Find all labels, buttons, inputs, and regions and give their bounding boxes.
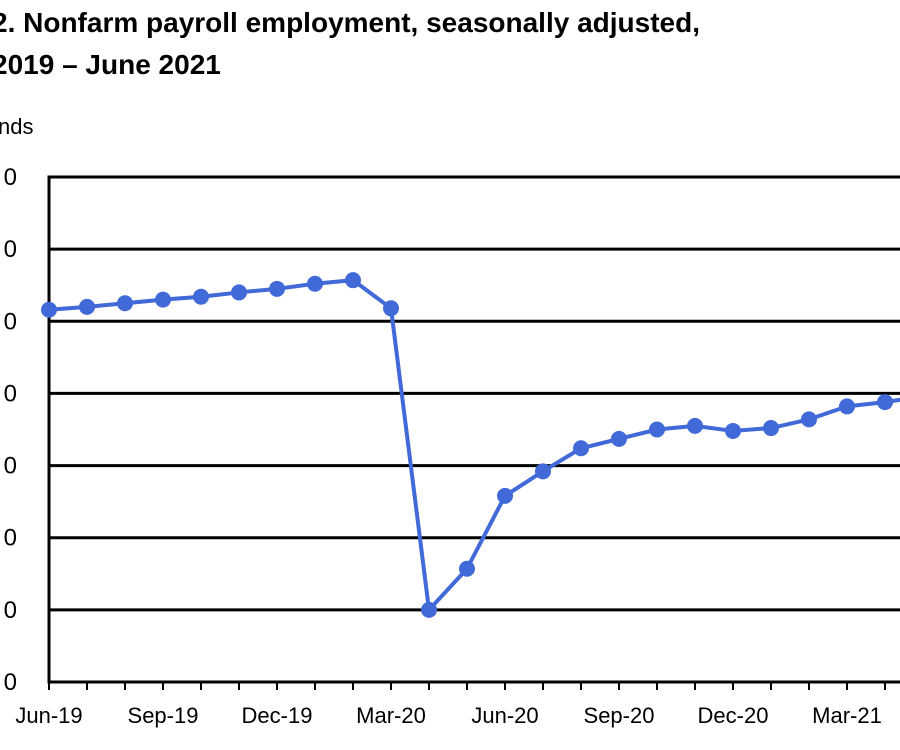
chart-title-line-2: 2019 – June 2021: [0, 49, 221, 80]
data-point: [155, 291, 171, 308]
y-tick-label: 0: [4, 597, 17, 624]
y-tick-label: 0: [4, 453, 17, 480]
x-tick-label: Mar-21: [812, 703, 882, 728]
x-tick-label: Dec-20: [698, 703, 769, 728]
data-point: [611, 430, 627, 447]
data-point: [801, 411, 817, 428]
data-point: [231, 284, 247, 301]
data-point: [763, 420, 779, 437]
data-point: [117, 295, 133, 312]
x-tick-label: Mar-20: [356, 703, 426, 728]
y-tick-label: 0: [4, 525, 17, 552]
data-point: [687, 417, 703, 434]
data-point: [649, 421, 665, 438]
data-point: [459, 560, 475, 577]
data-point: [535, 463, 551, 480]
x-tick-labels: Jun-19 Sep-19 Dec-19 Mar-20 Jun-20 Sep-20 Dec-…: [15, 703, 881, 728]
data-point: [193, 288, 209, 305]
x-tick-label: Sep-20: [584, 703, 655, 728]
x-tick-label: Sep-19: [128, 703, 199, 728]
data-point: [345, 272, 361, 289]
data-point: [497, 487, 513, 504]
series-group: [41, 272, 900, 618]
data-point: [269, 280, 285, 297]
gridlines: [47, 175, 900, 690]
data-point: [877, 394, 893, 411]
data-point: [725, 422, 741, 439]
data-point: [839, 398, 855, 415]
data-point: [383, 300, 399, 317]
chart-title-line-1: 2. Nonfarm payroll employment, seasonall…: [0, 7, 700, 38]
x-tick-label: Jun-20: [471, 703, 538, 728]
data-point: [79, 298, 95, 315]
y-tick-labels: 0 0 0 0 0 0 0 0: [4, 164, 17, 696]
data-point: [307, 275, 323, 292]
y-tick-label: 0: [4, 308, 17, 335]
x-tick-label: Jun-19: [15, 703, 82, 728]
y-axis-units-label: nds: [0, 114, 34, 139]
y-tick-label: 0: [4, 236, 17, 263]
data-point: [41, 301, 57, 318]
x-tick-label: Dec-19: [242, 703, 313, 728]
y-tick-label: 0: [4, 380, 17, 407]
series-line: [48, 278, 900, 612]
y-tick-label: 0: [4, 669, 17, 696]
data-point: [421, 601, 437, 618]
y-tick-label: 0: [4, 164, 17, 191]
data-point: [573, 440, 589, 457]
